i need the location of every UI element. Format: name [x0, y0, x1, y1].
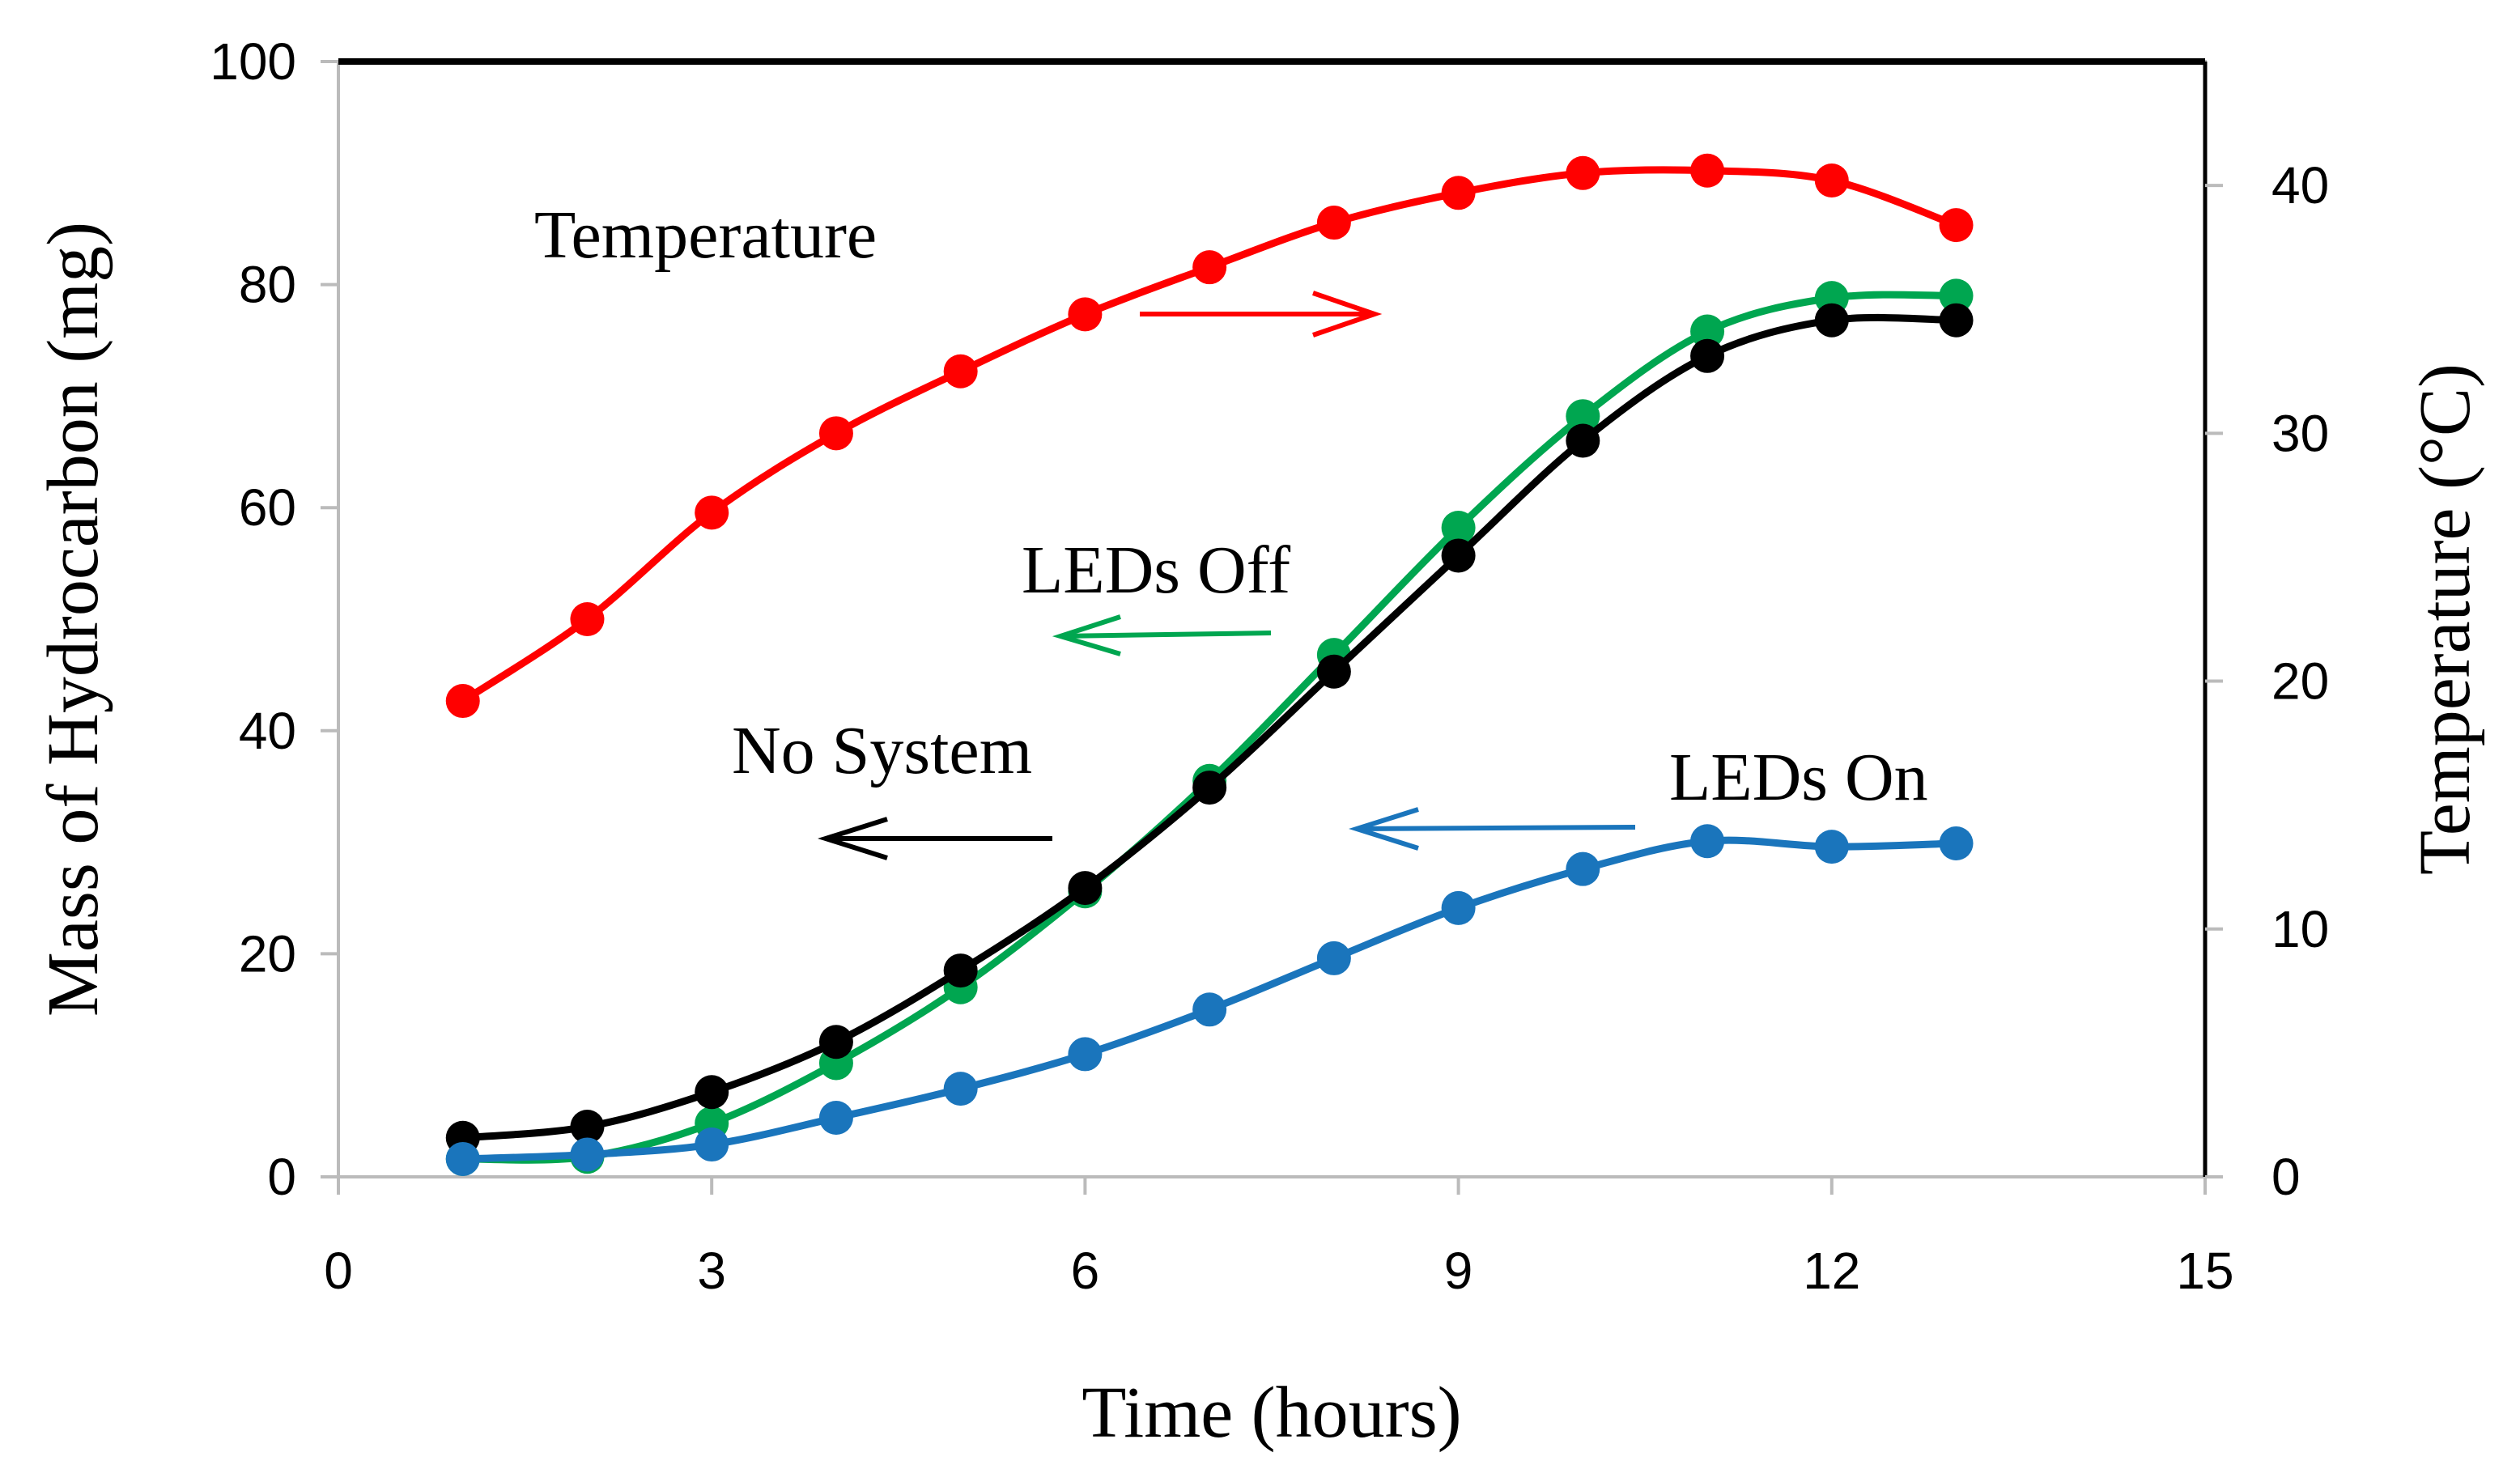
series-no-system — [445, 303, 1974, 1155]
point-temperature-6 — [1192, 250, 1227, 285]
y2-tick-label-0: 0 — [2271, 1148, 2301, 1206]
point-no-system-12 — [1939, 303, 1974, 338]
point-leds-on-1 — [570, 1137, 605, 1172]
point-no-system-9 — [1566, 423, 1600, 458]
point-leds-on-9 — [1566, 851, 1600, 886]
point-no-system-4 — [943, 953, 978, 988]
point-leds-on-11 — [1814, 830, 1849, 864]
series-temperature — [445, 153, 1974, 719]
point-no-system-11 — [1814, 303, 1849, 338]
annotation-leds-on-arrow — [1356, 825, 1636, 831]
point-temperature-4 — [943, 354, 978, 389]
annotation-leds-off-label: LEDs Off — [1022, 533, 1290, 608]
point-temperature-1 — [570, 602, 605, 636]
point-temperature-7 — [1316, 206, 1351, 240]
annotation-no-system: No System — [732, 713, 1052, 860]
point-leds-on-0 — [445, 1141, 480, 1176]
point-no-system-1 — [570, 1109, 605, 1144]
y-tick-label-3: 60 — [239, 478, 296, 537]
annotation-temperature: Temperature — [534, 197, 1383, 338]
annotation-leds-off-arrowhead — [1052, 614, 1121, 656]
annotation-temperature-label: Temperature — [534, 197, 877, 273]
y-tick-label-4: 80 — [239, 256, 296, 314]
x-tick-label-2: 6 — [1071, 1242, 1100, 1300]
y2-tick-label-1: 10 — [2271, 900, 2329, 958]
point-no-system-7 — [1316, 654, 1351, 689]
point-leds-on-3 — [818, 1100, 853, 1135]
point-temperature-12 — [1939, 208, 1974, 243]
x-tick-label-1: 3 — [697, 1242, 726, 1300]
y2-tick-label-3: 30 — [2271, 404, 2329, 462]
annotation-temperature-arrowhead — [1312, 291, 1383, 338]
series-layer — [445, 153, 1974, 1176]
point-leds-off-10 — [1690, 314, 1725, 349]
point-leds-on-7 — [1316, 941, 1351, 975]
point-temperature-3 — [818, 416, 853, 451]
point-leds-on-12 — [1939, 826, 1974, 860]
point-no-system-5 — [1068, 871, 1103, 906]
x-tick-label-4: 12 — [1803, 1242, 1860, 1300]
y2-tick-label-4: 40 — [2271, 156, 2329, 214]
series-leds-on — [445, 824, 1974, 1176]
point-leds-on-2 — [695, 1127, 729, 1162]
y2-axis-title: Temperature (°C) — [2405, 363, 2485, 875]
y-tick-label-0: 0 — [267, 1148, 296, 1206]
point-temperature-2 — [695, 495, 729, 530]
point-temperature-11 — [1814, 163, 1849, 197]
y-tick-label-2: 40 — [239, 702, 296, 760]
annotation-leds-on-label: LEDs On — [1669, 740, 1928, 815]
point-temperature-10 — [1690, 153, 1725, 188]
x-tick-label-0: 0 — [324, 1242, 353, 1300]
y-tick-label-5: 100 — [210, 32, 296, 91]
point-temperature-9 — [1566, 155, 1600, 190]
point-temperature-0 — [445, 684, 480, 719]
annotation-leds-on-arrowhead — [1349, 807, 1419, 851]
x-tick-label-3: 9 — [1444, 1242, 1473, 1300]
point-no-system-8 — [1441, 538, 1476, 573]
point-leds-on-8 — [1441, 890, 1476, 925]
y-axis-left: 0 20 40 60 80 100 — [210, 32, 338, 1206]
y-axis-title: Mass of Hydrocarbon (mg) — [33, 222, 113, 1017]
point-leds-off-9 — [1566, 399, 1600, 434]
point-leds-off-12 — [1939, 278, 1974, 313]
point-no-system-6 — [1192, 771, 1227, 805]
annotation-leds-off-arrow — [1060, 631, 1272, 639]
x-axis-title: Time (hours) — [1082, 1373, 1461, 1453]
point-leds-on-10 — [1690, 824, 1725, 859]
y-axis-right: 0 10 20 30 40 — [2205, 156, 2329, 1206]
annotation-leds-off: LEDs Off — [1022, 533, 1290, 656]
point-leds-on-6 — [1192, 992, 1227, 1027]
x-tick-label-5: 15 — [2176, 1242, 2233, 1300]
point-no-system-10 — [1690, 338, 1725, 373]
annotation-no-system-arrowhead — [818, 817, 888, 860]
x-axis: 0 3 6 9 12 15 — [324, 1177, 2234, 1300]
annotation-no-system-label: No System — [732, 713, 1032, 788]
point-no-system-2 — [695, 1075, 729, 1110]
point-no-system-3 — [818, 1025, 853, 1059]
point-temperature-5 — [1068, 297, 1103, 332]
point-leds-on-4 — [943, 1072, 978, 1106]
point-leds-on-5 — [1068, 1037, 1103, 1072]
y-tick-label-1: 20 — [239, 924, 296, 983]
point-leds-off-8 — [1441, 511, 1476, 546]
annotation-leds-on: LEDs On — [1349, 740, 1928, 851]
point-temperature-8 — [1441, 176, 1476, 210]
y2-tick-label-2: 20 — [2271, 652, 2329, 711]
